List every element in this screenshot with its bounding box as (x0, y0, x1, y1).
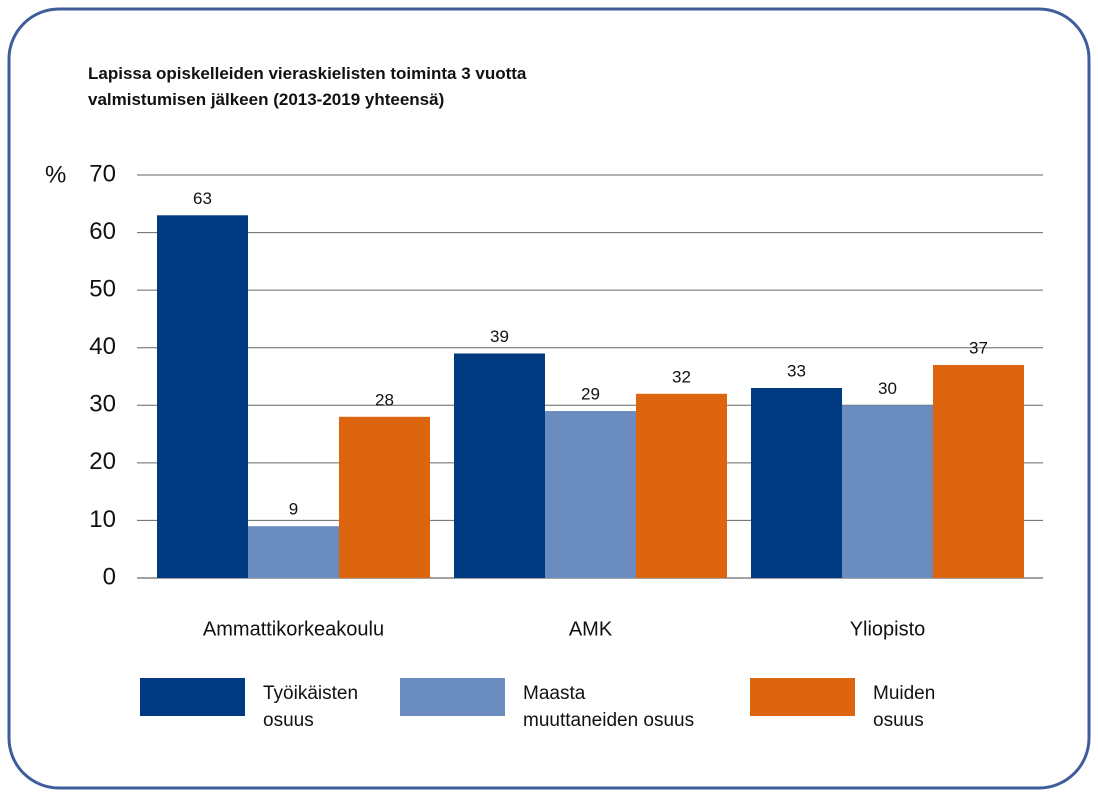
value-label: 33 (787, 361, 806, 380)
legend-label: Maasta muuttaneiden osuus (523, 683, 694, 731)
value-label: 9 (289, 500, 298, 519)
value-label: 37 (969, 338, 988, 357)
legend-swatch (400, 678, 505, 716)
value-label: 63 (193, 189, 212, 208)
y-tick-label: 40 (89, 333, 116, 360)
chart-title: Lapissa opiskelleiden vieraskielisten to… (88, 64, 527, 109)
bar (248, 526, 339, 578)
y-tick-label: 20 (89, 448, 116, 475)
y-tick-label: 70 (89, 160, 116, 187)
value-label: 29 (581, 385, 600, 404)
legend-swatch (140, 678, 245, 716)
bar (933, 364, 1024, 578)
y-axis-label: % (45, 161, 66, 188)
x-tick-label: Ammattikorkeakoulu (203, 618, 384, 640)
legend-label: Työikäisten osuus (263, 683, 358, 731)
y-tick-label: 0 (103, 563, 116, 590)
legend-label: Muiden osuus (873, 683, 935, 731)
value-label: 32 (672, 367, 691, 386)
bar (339, 416, 430, 578)
frame (7, 7, 1091, 790)
bar (454, 353, 545, 578)
bar (545, 411, 636, 578)
y-tick-label: 60 (89, 218, 116, 245)
bar (636, 393, 727, 578)
legend-swatch (750, 678, 855, 716)
y-tick-label: 50 (89, 275, 116, 302)
value-label: 28 (375, 390, 394, 409)
value-label: 39 (490, 327, 509, 346)
y-tick-label: 10 (89, 506, 116, 533)
bar (751, 388, 842, 578)
value-label: 30 (878, 379, 897, 398)
x-tick-label: AMK (569, 618, 613, 640)
bar (842, 405, 933, 578)
x-tick-label: Yliopisto (850, 618, 926, 640)
bar (157, 215, 248, 579)
y-tick-label: 30 (89, 391, 116, 418)
